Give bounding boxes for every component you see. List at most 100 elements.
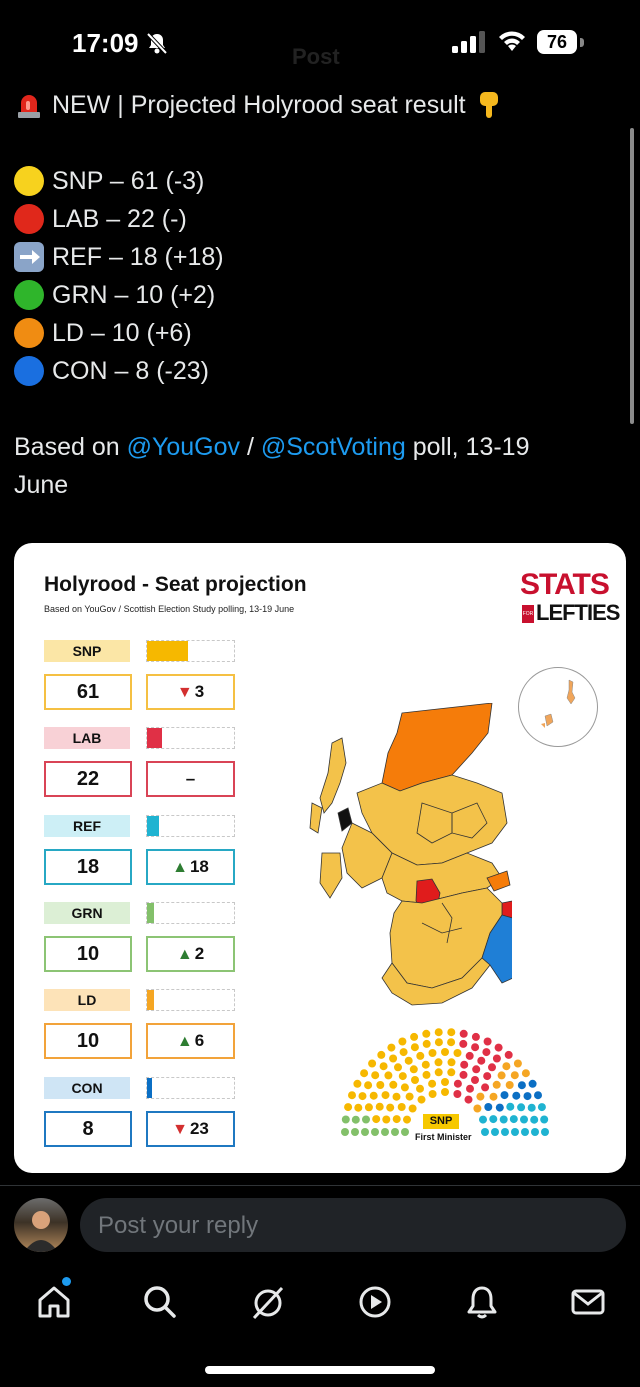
right-arrow-square-icon	[14, 242, 44, 272]
party-label: SNP	[44, 640, 130, 662]
seat-dot	[375, 1102, 384, 1111]
seat-dot	[471, 1032, 480, 1041]
mention-yougov[interactable]: @YouGov	[126, 433, 241, 461]
seat-dot	[416, 1084, 424, 1093]
seat-dot	[372, 1115, 381, 1124]
party-label: REF	[44, 814, 130, 837]
seat-dot	[403, 1115, 411, 1124]
seat-dot	[520, 1115, 528, 1124]
red-circle-icon	[14, 204, 44, 234]
blue-circle-icon	[14, 356, 44, 386]
seat-dot	[484, 1103, 493, 1111]
party-bar	[146, 814, 235, 837]
seat-dot	[434, 1028, 443, 1037]
mention-scotvoting[interactable]: @ScotVoting	[260, 433, 406, 461]
reply-placeholder: Post your reply	[98, 1212, 259, 1239]
seat-dot	[389, 1054, 398, 1063]
seat-dot	[489, 1115, 498, 1124]
source-line-2: June	[14, 471, 69, 499]
status-time: 17:09	[72, 28, 139, 58]
seat-dot	[394, 1063, 402, 1072]
home-indicator[interactable]	[205, 1366, 435, 1374]
source-suffix: poll, 13-19	[405, 433, 530, 461]
seat-dot	[471, 1043, 480, 1052]
party-seats: 10	[44, 935, 132, 972]
seat-dot	[351, 1115, 360, 1124]
seat-dot	[360, 1069, 369, 1078]
seat-dot	[534, 1091, 542, 1100]
party-seats: 22	[44, 761, 132, 798]
seat-dot	[491, 1128, 499, 1136]
seat-dot	[488, 1063, 496, 1072]
seat-dot	[489, 1092, 498, 1101]
seat-dot	[421, 1060, 430, 1069]
seat-dot	[362, 1115, 370, 1124]
scotland-map	[309, 703, 512, 1006]
siren-icon	[14, 90, 44, 120]
tweet-image[interactable]: Holyrood - Seat projection Based on YouG…	[14, 543, 626, 1173]
home-icon[interactable]	[34, 1282, 74, 1322]
parliament-seat-chart	[341, 1028, 549, 1136]
seat-dot	[399, 1048, 408, 1057]
party-seat-change: ▲ 18	[146, 848, 235, 885]
triangle-up-icon: ▲	[176, 1033, 193, 1051]
seat-dot	[527, 1103, 536, 1112]
seat-dot	[477, 1056, 486, 1065]
party-bar	[146, 901, 235, 924]
seat-dot	[422, 1029, 431, 1038]
seat-dot	[398, 1072, 407, 1081]
seat-dot	[382, 1115, 391, 1124]
source-line: Based on @YouGov / @ScotVoting poll, 13-…	[14, 428, 614, 466]
seat-dot	[416, 1051, 425, 1060]
result-text: GRN – 10 (+2)	[52, 281, 216, 309]
seat-dot	[466, 1084, 474, 1093]
party-bar-fill	[147, 728, 162, 749]
seat-dot	[521, 1069, 530, 1078]
notifications-icon[interactable]	[462, 1282, 502, 1322]
result-line: GRN – 10 (+2)	[14, 276, 614, 314]
messages-icon[interactable]	[568, 1282, 608, 1322]
party-bar-fill	[147, 815, 160, 836]
seat-dot	[494, 1043, 503, 1052]
video-icon[interactable]	[355, 1282, 395, 1322]
result-line: LD – 10 (+6)	[14, 314, 614, 352]
seat-dot	[541, 1128, 549, 1136]
seat-dot	[364, 1081, 373, 1090]
grok-icon[interactable]	[248, 1282, 288, 1322]
seat-dot	[465, 1051, 474, 1060]
seat-dot	[422, 1039, 431, 1048]
seat-dot	[499, 1115, 508, 1124]
scrollbar[interactable]	[630, 128, 634, 424]
search-icon[interactable]	[140, 1282, 180, 1322]
party-label: LD	[44, 989, 130, 1012]
pointing-down-icon	[476, 90, 502, 120]
reply-input[interactable]: Post your reply	[80, 1198, 626, 1252]
result-line: REF – 18 (+18)	[14, 238, 614, 276]
avatar[interactable]	[14, 1198, 68, 1252]
seat-dot	[453, 1049, 462, 1057]
seat-dot	[453, 1079, 462, 1088]
seat-dot	[505, 1081, 514, 1089]
party-seats: 10	[44, 1023, 132, 1060]
seat-dot	[471, 1076, 479, 1084]
tweet-text: NEW | Projected Holyrood seat result SNP…	[14, 86, 614, 504]
seat-change-value: 6	[194, 1031, 205, 1051]
seat-dot	[392, 1092, 401, 1101]
seat-dot	[389, 1080, 398, 1089]
seat-dot	[530, 1115, 539, 1124]
seat-dot	[459, 1039, 468, 1048]
seat-dot	[371, 1128, 379, 1136]
party-bar-fill	[147, 641, 188, 661]
bottom-nav	[0, 1270, 640, 1340]
seat-dot	[369, 1091, 378, 1100]
source-separator: /	[240, 433, 261, 461]
triangle-up-icon: ▲	[176, 945, 193, 963]
seat-dot	[523, 1092, 532, 1101]
seat-dot	[497, 1071, 506, 1080]
seat-dot	[391, 1128, 399, 1136]
seat-dot	[447, 1028, 456, 1037]
seat-dot	[341, 1115, 350, 1124]
seat-dot	[364, 1103, 373, 1112]
seat-dot	[510, 1071, 519, 1080]
seat-dot	[379, 1062, 388, 1071]
